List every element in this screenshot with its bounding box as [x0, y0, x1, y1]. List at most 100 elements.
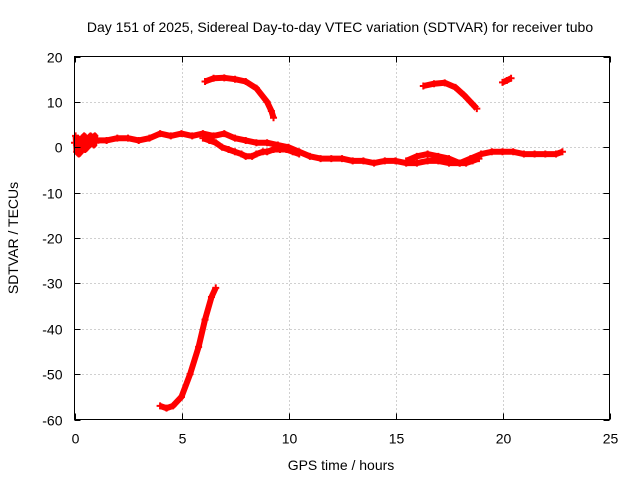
data-point [475, 155, 483, 163]
y-tick-label: -40 [42, 322, 62, 338]
series-group [71, 74, 566, 412]
data-point [531, 150, 539, 158]
x-axis-title: GPS time / hours [288, 457, 395, 473]
series-mid-variation [402, 150, 483, 167]
data-point [231, 148, 239, 156]
x-tick-label: 5 [179, 431, 187, 447]
data-point [338, 155, 346, 163]
data-point [201, 77, 209, 85]
data-point [413, 152, 421, 160]
data-point [509, 148, 517, 156]
series-deep-dip [156, 284, 220, 412]
data-point [188, 132, 196, 140]
data-point [199, 134, 207, 142]
data-point [169, 402, 177, 410]
y-tick-label: 10 [47, 95, 63, 111]
data-point [451, 83, 459, 91]
data-point [276, 146, 284, 154]
series-short-segment [499, 74, 515, 86]
data-point [456, 159, 464, 167]
data-point [317, 155, 325, 163]
series-noise-start [72, 132, 100, 158]
data-point [430, 80, 438, 88]
data-point [295, 150, 303, 158]
series-arc-1 [201, 74, 278, 122]
data-point [91, 132, 99, 140]
x-tick-label: 0 [72, 431, 80, 447]
series-main-band [71, 130, 566, 167]
data-point [124, 134, 132, 142]
y-tick-label: -50 [42, 367, 62, 383]
data-point [252, 139, 260, 147]
data-point [80, 132, 88, 140]
x-tick-label: 10 [282, 431, 298, 447]
data-point [282, 146, 290, 154]
data-point [503, 77, 511, 85]
data-point [77, 148, 85, 156]
data-point [306, 152, 314, 160]
y-tick-label: -20 [42, 231, 62, 247]
data-point [242, 152, 250, 160]
data-point [220, 74, 228, 82]
data-point [507, 74, 515, 82]
data-point [210, 74, 218, 82]
data-point [413, 159, 421, 167]
data-point [205, 136, 213, 144]
data-point [156, 130, 164, 138]
data-point [441, 79, 449, 87]
data-point [186, 370, 194, 378]
data-point [92, 139, 100, 147]
data-point [263, 148, 271, 156]
data-point [424, 150, 432, 158]
y-tick-label: -60 [42, 413, 62, 429]
data-point [231, 134, 239, 142]
data-point [327, 155, 335, 163]
data-point [270, 114, 278, 122]
data-point [225, 146, 233, 154]
data-point [392, 157, 399, 165]
data-point [419, 82, 427, 90]
data-point [267, 107, 275, 115]
data-point [252, 150, 260, 158]
data-point [212, 284, 220, 292]
data-point [237, 150, 245, 158]
data-point [359, 157, 367, 165]
data-point [552, 150, 560, 158]
data-point [473, 105, 481, 113]
data-point [113, 134, 121, 142]
data-point [424, 157, 432, 165]
data-point [263, 139, 271, 147]
data-point [462, 159, 470, 167]
data-point [469, 100, 477, 108]
data-point [103, 136, 111, 144]
x-tick-label: 20 [496, 431, 512, 447]
data-point [488, 148, 496, 156]
data-point [212, 139, 220, 147]
data-point [434, 152, 442, 160]
y-tick-label: -30 [42, 276, 62, 292]
data-point [558, 148, 566, 156]
data-point [499, 148, 506, 156]
data-point [460, 91, 468, 99]
x-tick-label: 25 [603, 431, 619, 447]
data-point [242, 136, 250, 144]
y-tick-label: -10 [42, 186, 62, 202]
y-tick-label: 20 [47, 50, 63, 66]
data-point [499, 78, 506, 86]
grid [74, 56, 610, 420]
data-point [263, 98, 271, 106]
y-tick-label: 0 [55, 140, 63, 156]
data-point [156, 402, 164, 410]
data-point [220, 130, 228, 138]
data-point [145, 134, 153, 142]
data-point [242, 77, 250, 85]
data-point [541, 150, 549, 158]
data-point [402, 157, 410, 165]
chart-title: Day 151 of 2025, Sidereal Day-to-day VTE… [87, 19, 594, 35]
data-point [248, 152, 256, 160]
data-point [201, 316, 209, 324]
data-point [195, 343, 203, 351]
data-point [252, 84, 260, 92]
